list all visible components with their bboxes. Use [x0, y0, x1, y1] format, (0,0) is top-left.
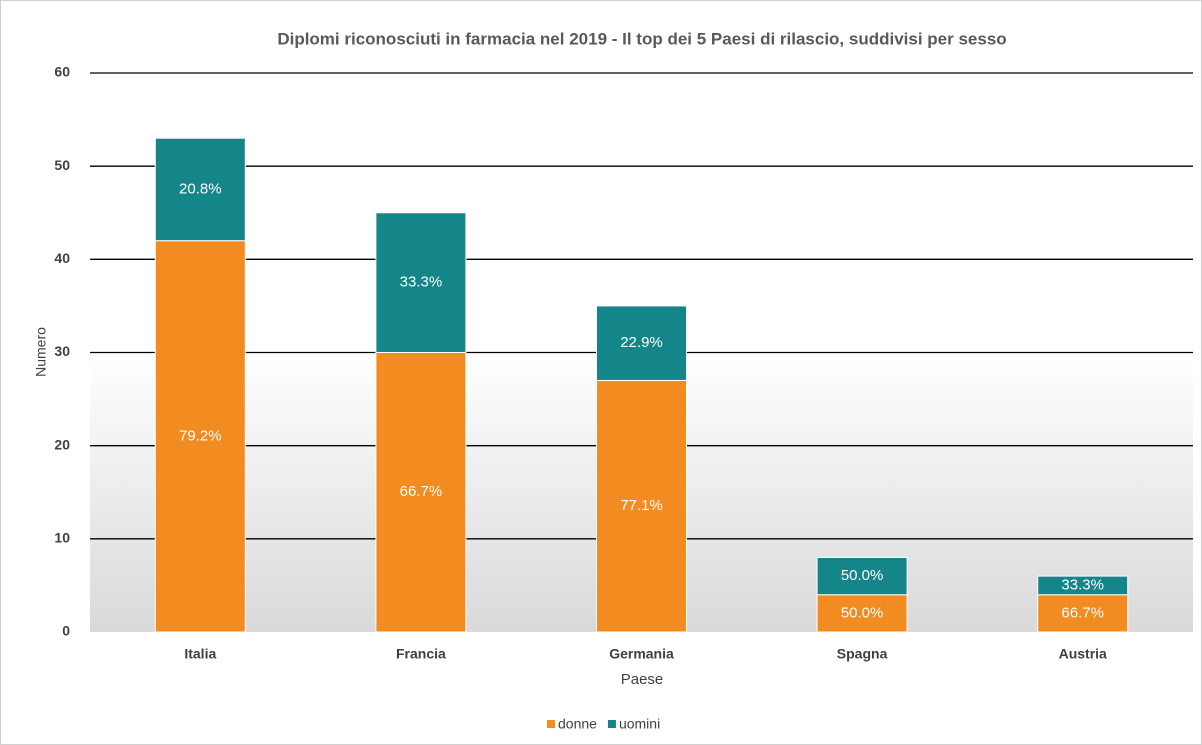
data-label: 66.7% — [400, 483, 443, 500]
bar-segment — [154, 137, 246, 242]
y-axis-label: Numero — [33, 327, 49, 377]
data-label: 33.3% — [1061, 576, 1104, 593]
y-tick-label: 10 — [54, 530, 70, 546]
bar-segment — [1037, 594, 1129, 633]
bar-segment — [375, 352, 467, 633]
data-label: 20.8% — [179, 180, 222, 197]
data-label: 22.9% — [620, 334, 663, 351]
bar-segment — [596, 379, 687, 633]
data-label: 77.1% — [620, 497, 663, 514]
legend-swatch — [547, 720, 555, 728]
chart-title: Diplomi riconosciuti in farmacia nel 201… — [277, 29, 1006, 48]
bar-segment — [596, 305, 687, 381]
data-label: 50.0% — [841, 567, 884, 584]
legend-swatch — [607, 720, 616, 728]
y-tick-label: 30 — [54, 343, 70, 359]
y-tick-label: 0 — [62, 623, 70, 639]
x-axis-label: Paese — [621, 671, 664, 688]
bar-segment — [1037, 575, 1129, 596]
y-tick-label: 40 — [54, 250, 70, 266]
x-tick-label: Spagna — [837, 646, 888, 662]
legend-label: uomini — [619, 716, 660, 732]
legend-label: donne — [558, 716, 597, 732]
bar-segment — [375, 212, 467, 353]
y-tick-label: 60 — [54, 64, 70, 80]
data-label: 79.2% — [179, 427, 222, 444]
x-tick-label: Austria — [1059, 646, 1107, 662]
x-tick-label: Germania — [609, 646, 674, 662]
bar-segment — [816, 594, 908, 633]
x-tick-label: Francia — [396, 646, 446, 662]
data-label: 50.0% — [841, 604, 884, 621]
bar-segment — [816, 556, 908, 596]
bar-segment — [154, 240, 246, 633]
y-tick-label: 50 — [54, 157, 70, 173]
data-label: 33.3% — [400, 274, 443, 291]
data-label: 66.7% — [1061, 604, 1104, 621]
y-tick-label: 20 — [54, 436, 70, 452]
x-tick-label: Italia — [184, 646, 216, 662]
